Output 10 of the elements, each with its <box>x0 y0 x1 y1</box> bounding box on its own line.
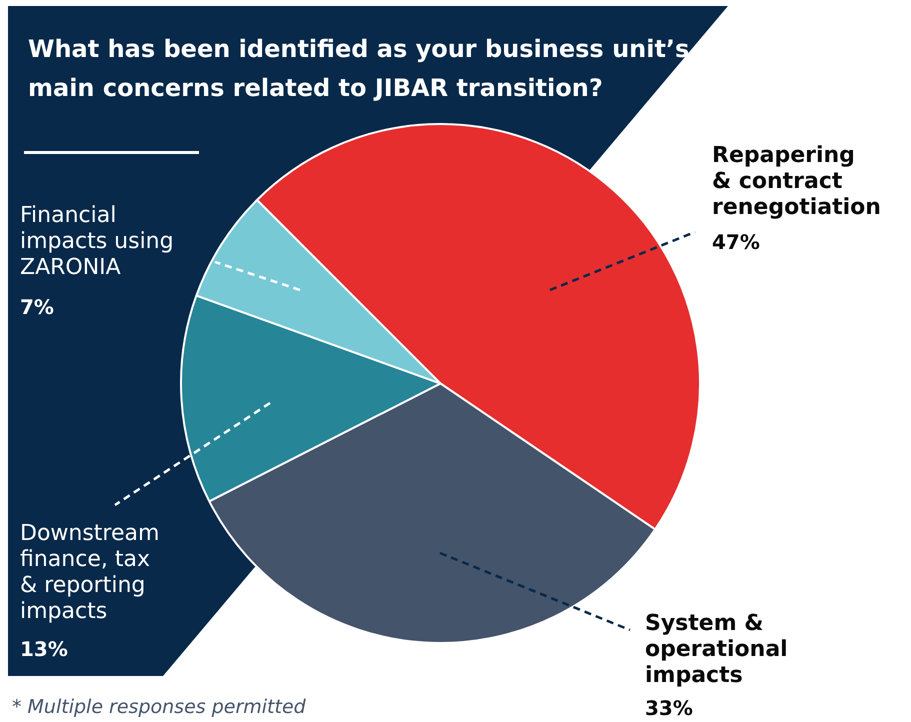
text: * Multiple responses permitted <box>12 696 306 718</box>
slice-label: Repapering & contract renegotiation <box>712 143 881 220</box>
data-label: 13% <box>20 637 68 661</box>
data-label: 47% <box>712 230 760 254</box>
data-label: 33% <box>645 696 693 720</box>
slice-label: System & operational impacts <box>645 611 788 688</box>
data-label: 7% <box>20 295 54 319</box>
slice-label: Financial impacts using ZARONIA <box>20 203 174 280</box>
chart-title: What has been identified as your business unit’s main concerns related to JIBAR transition? <box>28 34 690 104</box>
slice-label: Downstream finance, tax & reporting impacts <box>20 521 160 624</box>
